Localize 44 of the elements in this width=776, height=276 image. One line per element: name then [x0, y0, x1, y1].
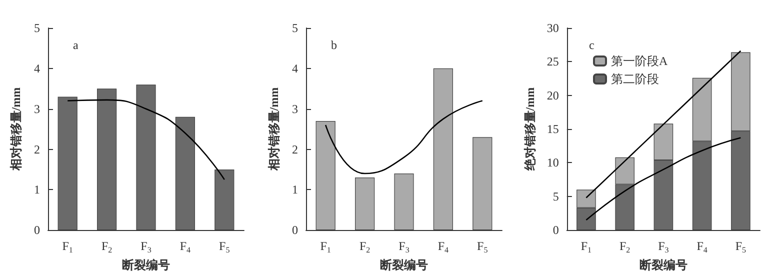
y-axis-title: 相对错移量/mm — [9, 87, 23, 172]
y-tick-label: 20 — [546, 88, 559, 102]
y-tick-label: 0 — [552, 223, 559, 238]
y-tick-label: 1 — [292, 182, 298, 197]
bar — [394, 174, 414, 230]
bar — [214, 169, 234, 230]
bar — [316, 120, 336, 230]
y-tick-label: 3 — [292, 102, 298, 116]
bar — [58, 96, 78, 230]
y-tick-label: 3 — [34, 102, 40, 116]
line-series — [586, 50, 742, 198]
y-axis-title: 绝对错移量/mm — [523, 87, 537, 172]
bar — [97, 88, 117, 230]
text: b — [331, 38, 337, 52]
legend-label: 第二阶段 — [611, 72, 659, 86]
line-series — [66, 99, 226, 180]
legend-label: 第一阶段A — [611, 54, 668, 68]
bar — [355, 178, 375, 230]
y-tick-label: 25 — [546, 54, 559, 69]
y-tick-label: 5 — [292, 21, 298, 35]
bar — [433, 68, 453, 230]
y-tick-label: 2 — [34, 142, 40, 156]
text: a — [73, 38, 79, 52]
y-tick-label: 0 — [292, 223, 298, 238]
bar — [175, 116, 195, 230]
line-series — [324, 100, 484, 174]
y-tick-label: 0 — [34, 223, 40, 238]
y-tick-label: 5 — [34, 21, 40, 35]
x-axis-title: 断裂编号 — [639, 258, 688, 272]
y-tick-label: 10 — [546, 156, 559, 170]
y-tick-label: 5 — [552, 189, 559, 204]
y-tick-label: 30 — [546, 21, 559, 35]
x-axis-title: 断裂编号 — [122, 258, 170, 272]
y-tick-label: 4 — [292, 61, 298, 76]
bar — [472, 137, 492, 230]
line-series — [586, 137, 742, 221]
y-tick-label: 1 — [34, 182, 40, 197]
y-axis-title: 相对错移量/mm — [267, 87, 281, 172]
y-tick-label: 4 — [34, 61, 40, 76]
y-tick-label: 2 — [292, 142, 298, 156]
bar — [136, 84, 156, 230]
x-axis-title: 断裂编号 — [380, 258, 428, 272]
y-tick-label: 15 — [546, 122, 559, 136]
text: c — [589, 38, 594, 52]
